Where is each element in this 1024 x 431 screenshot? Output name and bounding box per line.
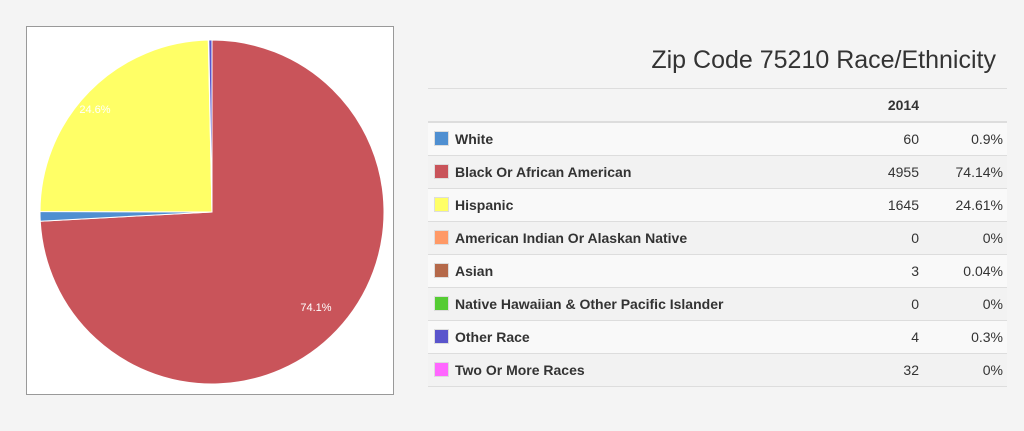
legend-swatch — [434, 230, 449, 245]
row-percent: 74.14% — [929, 155, 1007, 189]
legend-swatch — [434, 263, 449, 278]
row-percent: 0% — [929, 287, 1007, 321]
row-label: Two Or More Races — [455, 362, 585, 378]
row-label: Other Race — [455, 329, 530, 345]
row-label: Native Hawaiian & Other Pacific Islander — [455, 296, 724, 312]
row-count: 3 — [845, 254, 929, 288]
row-percent: 0% — [929, 221, 1007, 255]
slice-label: 74.1% — [300, 302, 331, 314]
pie-chart-frame: 74.1% 24.6% — [26, 26, 394, 395]
row-count: 32 — [845, 353, 929, 387]
table-row: Other Race 4 0.3% — [428, 320, 1007, 354]
legend-swatch — [434, 296, 449, 311]
row-label: Black Or African American — [455, 164, 632, 180]
percent-header — [929, 88, 1007, 123]
row-count: 1645 — [845, 188, 929, 222]
chart-title: Zip Code 75210 Race/Ethnicity — [651, 46, 996, 74]
label-header — [428, 88, 845, 123]
row-count: 4 — [845, 320, 929, 354]
row-percent: 0.04% — [929, 254, 1007, 288]
table-row: Asian 3 0.04% — [428, 254, 1007, 288]
row-label: Hispanic — [455, 197, 514, 213]
table-row: American Indian Or Alaskan Native 0 0% — [428, 221, 1007, 255]
row-count: 0 — [845, 287, 929, 321]
legend-swatch — [434, 362, 449, 377]
legend-table: 2014 White 60 0.9% Black Or African Ameri… — [428, 88, 1007, 387]
row-count: 0 — [845, 221, 929, 255]
row-count: 4955 — [845, 155, 929, 189]
table-row: Hispanic 1645 24.61% — [428, 188, 1007, 222]
table-row: Black Or African American 4955 74.14% — [428, 155, 1007, 189]
legend-swatch — [434, 197, 449, 212]
row-percent: 0.9% — [929, 122, 1007, 156]
legend-swatch — [434, 329, 449, 344]
legend-swatch — [434, 131, 449, 146]
row-percent: 24.61% — [929, 188, 1007, 222]
pie-slice-other-race[interactable] — [208, 39, 213, 213]
pie-chart: 74.1% 24.6% — [39, 39, 385, 385]
table-row: White 60 0.9% — [428, 122, 1007, 156]
row-percent: 0.3% — [929, 320, 1007, 354]
pie-slice-hispanic[interactable] — [39, 39, 213, 213]
table-row: Native Hawaiian & Other Pacific Islander… — [428, 287, 1007, 321]
row-percent: 0% — [929, 353, 1007, 387]
slice-label: 24.6% — [79, 104, 110, 116]
year-header: 2014 — [845, 88, 929, 123]
table-row: Two Or More Races 32 0% — [428, 353, 1007, 387]
row-label: Asian — [455, 263, 494, 279]
legend-swatch — [434, 164, 449, 179]
row-label: American Indian Or Alaskan Native — [455, 230, 688, 246]
row-label: White — [455, 131, 494, 147]
row-count: 60 — [845, 122, 929, 156]
